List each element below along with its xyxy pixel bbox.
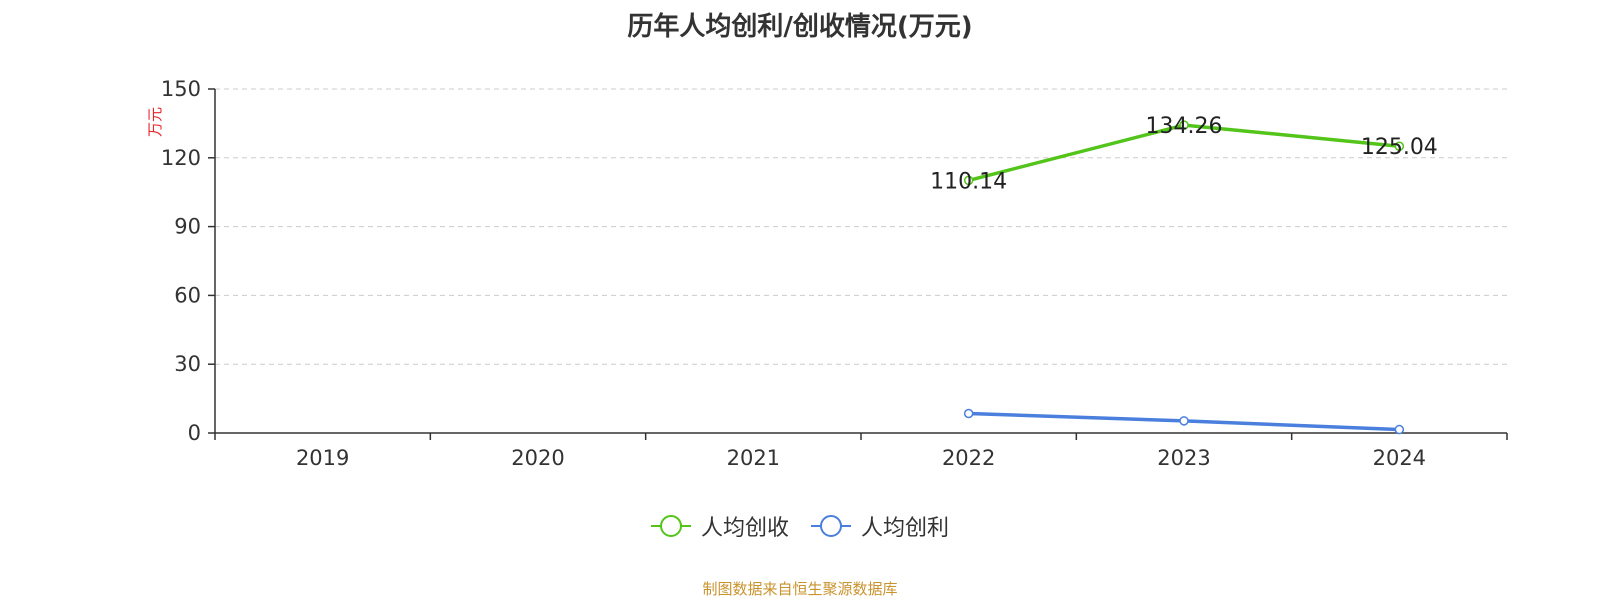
legend-label-revenue: 人均创收 xyxy=(700,516,789,541)
legend-item-profit[interactable]: 人均创利 xyxy=(811,510,949,542)
legend-label-profit: 人均创利 xyxy=(861,516,950,541)
y-tick-label: 0 xyxy=(188,421,201,445)
x-tick-label: 2023 xyxy=(1157,446,1210,470)
y-tick-label: 150 xyxy=(161,77,201,101)
data-point xyxy=(1394,424,1405,435)
legend-item-revenue[interactable]: 人均创收 xyxy=(650,510,789,542)
data-point xyxy=(963,408,974,419)
data-point xyxy=(1179,120,1189,130)
x-tick-label: 2022 xyxy=(942,446,995,470)
data-point xyxy=(1394,141,1405,151)
legend-marker-icon xyxy=(811,515,851,537)
grid-lines xyxy=(215,88,1507,365)
data-label: 125.04 xyxy=(1361,135,1438,160)
legend: 人均创收 人均创利 xyxy=(0,510,1600,542)
y-tick-label: 120 xyxy=(161,146,201,170)
series xyxy=(963,120,1405,435)
y-axis-unit-label: 万元 xyxy=(146,107,164,137)
data-point xyxy=(1179,416,1189,426)
y-tick-label: 30 xyxy=(174,352,201,376)
chart-title: 历年人均创利/创收情况(万元) xyxy=(627,12,973,42)
x-tick-label: 2019 xyxy=(296,446,349,470)
source-note: 制图数据来自恒生聚源数据库 xyxy=(702,580,898,598)
data-labels: 110.14 134.26 125.04 xyxy=(930,114,1438,194)
legend-marker-icon xyxy=(650,515,691,537)
y-tick-label: 60 xyxy=(174,283,201,307)
x-tick-label: 2020 xyxy=(511,446,564,470)
axes: 0 30 60 90 120 150 2019 2020 2021 2022 2023 2024 xyxy=(161,77,1508,470)
data-point xyxy=(963,175,974,186)
y-tick-label: 90 xyxy=(174,215,201,239)
data-label: 110.14 xyxy=(930,169,1007,194)
data-label: 134.26 xyxy=(1146,114,1223,139)
x-tick-label: 2021 xyxy=(727,446,780,470)
x-tick-label: 2024 xyxy=(1373,446,1426,470)
